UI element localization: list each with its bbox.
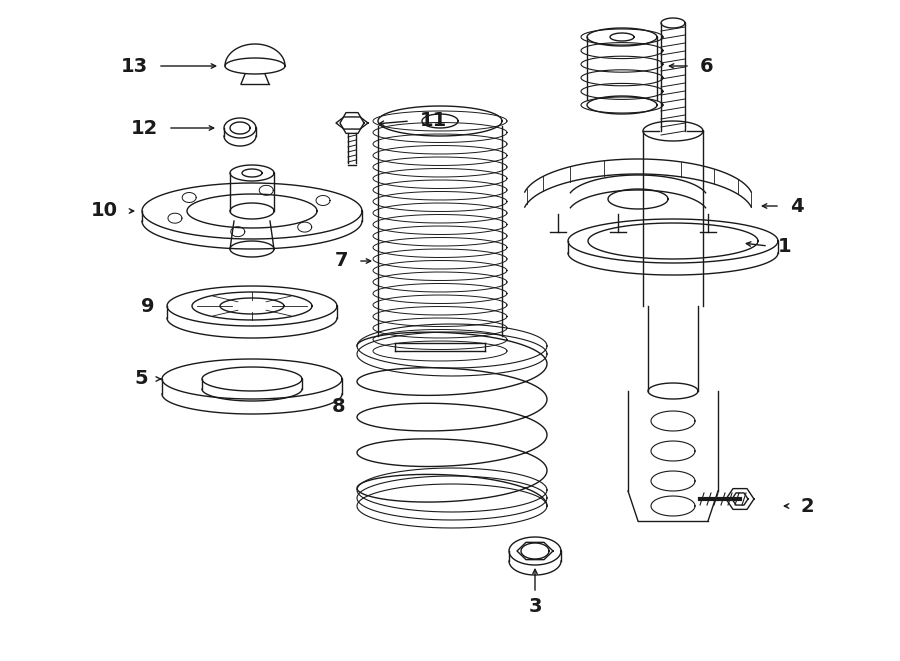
Text: 11: 11 xyxy=(420,112,447,130)
Text: 10: 10 xyxy=(91,202,118,221)
Text: 3: 3 xyxy=(528,596,542,615)
Text: 4: 4 xyxy=(790,196,804,215)
Text: 9: 9 xyxy=(141,297,155,315)
Text: 1: 1 xyxy=(778,237,792,256)
Text: 6: 6 xyxy=(700,56,714,75)
Text: 2: 2 xyxy=(800,496,814,516)
Text: 7: 7 xyxy=(335,251,348,270)
Text: 8: 8 xyxy=(331,397,345,416)
Text: 13: 13 xyxy=(121,56,148,75)
Text: 5: 5 xyxy=(134,369,148,389)
Text: 12: 12 xyxy=(130,118,158,137)
